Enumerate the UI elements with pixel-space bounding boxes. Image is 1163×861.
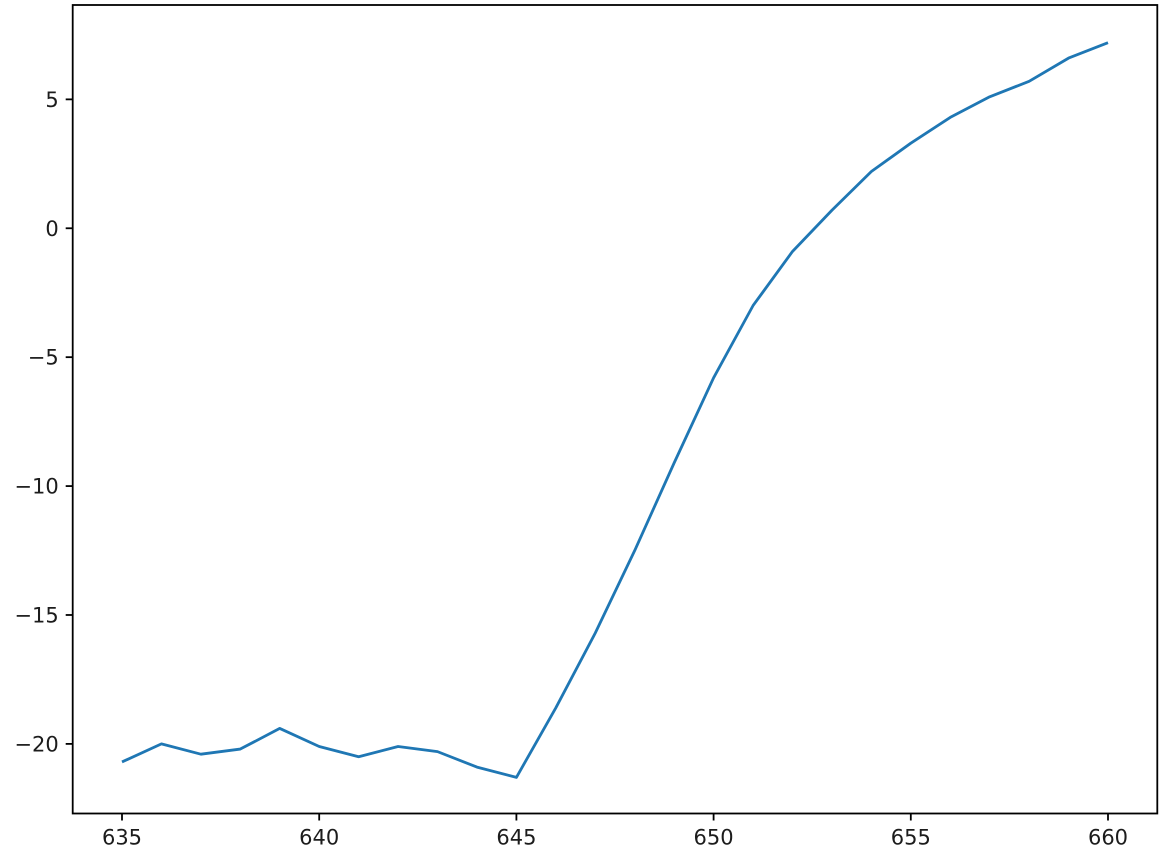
- x-axis-tick-label: 655: [891, 826, 931, 850]
- x-axis-tick-label: 650: [694, 826, 734, 850]
- x-axis-tick-label: 640: [299, 826, 339, 850]
- data-line: [121, 41, 1109, 779]
- y-axis-tick-label: 0: [45, 217, 58, 241]
- x-axis-tick-label: 635: [102, 826, 142, 850]
- plot-area: [72, 5, 1158, 814]
- x-axis-tick-label: 645: [496, 826, 536, 850]
- y-axis-tick-label: −10: [14, 475, 58, 499]
- y-axis-tick-label: 5: [45, 88, 58, 112]
- axes-spines: [71, 4, 1159, 815]
- y-axis-tick-label: −20: [14, 732, 58, 756]
- y-axis-tick-label: −5: [28, 346, 59, 370]
- y-axis-tick-label: −15: [14, 603, 58, 627]
- x-axis-tick-label: 660: [1088, 826, 1128, 850]
